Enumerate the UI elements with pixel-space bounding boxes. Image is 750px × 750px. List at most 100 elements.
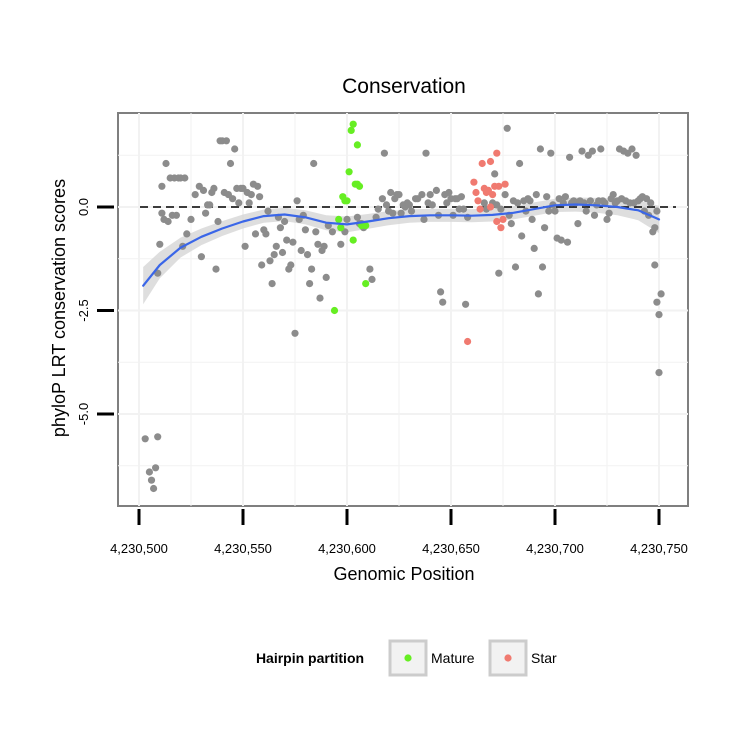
point-other: [147, 476, 156, 484]
point-other: [212, 265, 220, 273]
legend-item-mature: Mature: [388, 639, 475, 677]
point-other: [156, 240, 164, 248]
point-other: [187, 215, 195, 223]
point-other: [320, 242, 328, 250]
point-other: [145, 468, 153, 476]
point-other: [428, 201, 436, 209]
point-other: [308, 265, 316, 273]
point-other: [164, 217, 172, 226]
point-other: [422, 149, 430, 157]
point-other: [222, 137, 230, 145]
point-mature: [349, 120, 357, 128]
point-other: [229, 195, 237, 203]
point-other: [511, 263, 520, 271]
legend-marker: [504, 654, 512, 662]
y-axis: 0.0 -2.5 -5.0: [76, 198, 114, 425]
point-other: [574, 220, 582, 228]
y-tick-label: -2.5: [76, 299, 91, 321]
point-star: [464, 337, 472, 346]
point-other: [397, 209, 405, 217]
point-mature: [353, 141, 361, 149]
point-star: [478, 159, 486, 168]
point-other: [181, 174, 189, 182]
point-other: [162, 159, 170, 168]
point-other: [303, 251, 312, 259]
point-mature: [343, 197, 351, 205]
point-other: [293, 197, 301, 205]
point-other: [395, 191, 403, 199]
point-other: [353, 213, 361, 221]
point-other: [247, 191, 255, 199]
point-other: [503, 124, 511, 132]
point-other: [197, 253, 205, 261]
point-other: [256, 193, 264, 201]
point-star: [501, 180, 509, 188]
point-other: [231, 145, 239, 153]
point-other: [368, 275, 376, 283]
point-other: [301, 226, 309, 234]
x-axis-label: Genomic Position: [333, 564, 474, 584]
y-axis-label: phyloP LRT conservation scores: [49, 179, 69, 437]
point-other: [272, 242, 280, 250]
point-other: [328, 228, 336, 236]
point-other: [538, 263, 547, 271]
point-other: [276, 224, 284, 232]
point-other: [439, 298, 447, 306]
point-other: [210, 184, 218, 192]
point-other: [657, 290, 665, 298]
point-mature: [347, 126, 355, 134]
point-other: [582, 207, 590, 215]
point-star: [476, 205, 484, 213]
point-other: [536, 145, 545, 153]
confidence-band-area: [143, 197, 659, 305]
point-other: [191, 191, 199, 199]
point-other: [432, 186, 440, 194]
point-other: [526, 197, 534, 205]
point-other: [297, 246, 305, 255]
x-axis: 4,230,500 4,230,550 4,230,600 4,230,650 4,23…: [110, 509, 688, 556]
point-other: [314, 240, 322, 248]
point-other: [437, 288, 445, 296]
point-other: [287, 261, 295, 269]
point-other: [235, 199, 243, 207]
point-other: [262, 230, 270, 238]
point-other: [603, 215, 611, 223]
x-tick-label: 4,230,700: [526, 541, 584, 556]
point-other: [251, 230, 260, 238]
point-mature: [349, 236, 357, 244]
point-other: [226, 159, 235, 168]
point-other: [563, 238, 572, 246]
point-other: [557, 236, 565, 244]
chart-title: Conservation: [342, 75, 466, 98]
point-other: [183, 230, 191, 238]
point-star: [486, 157, 495, 166]
point-other: [541, 224, 549, 232]
x-tick-label: 4,230,550: [214, 541, 272, 556]
point-other: [343, 215, 351, 223]
point-other: [491, 170, 499, 178]
point-other: [530, 244, 538, 252]
legend-title: Hairpin partition: [256, 650, 364, 666]
point-other: [445, 188, 453, 197]
point-star: [493, 149, 501, 157]
point-other: [407, 207, 416, 215]
point-other: [628, 145, 636, 153]
point-other: [405, 201, 413, 209]
point-other: [426, 191, 434, 199]
point-other: [551, 207, 559, 215]
point-mature: [337, 224, 345, 232]
point-mature: [330, 306, 339, 315]
point-other: [382, 201, 391, 209]
point-other: [266, 257, 274, 265]
point-other: [158, 209, 166, 217]
point-other: [366, 265, 374, 273]
point-other: [501, 191, 509, 199]
point-star: [493, 217, 501, 226]
y-tick-label: 0.0: [76, 198, 91, 216]
point-star: [486, 203, 495, 211]
legend-label: Mature: [431, 650, 475, 666]
point-other: [310, 159, 318, 168]
point-other: [241, 242, 249, 250]
point-star: [489, 191, 497, 199]
